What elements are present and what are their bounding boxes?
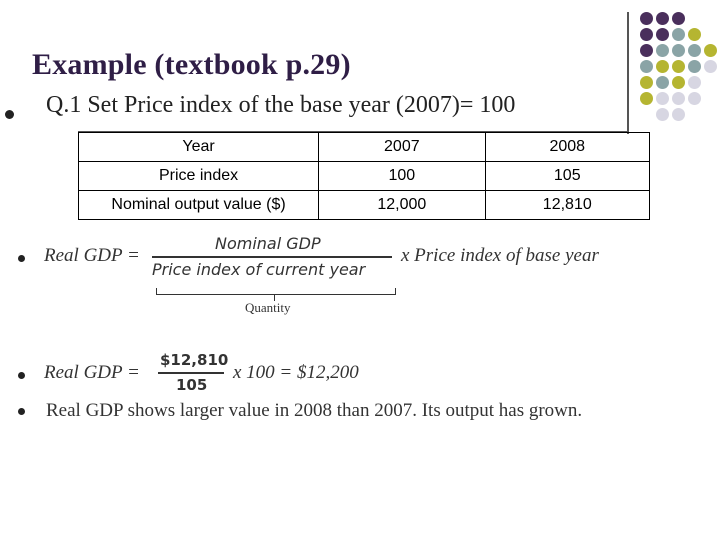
table-cell: 105 xyxy=(484,161,651,191)
bullet-icon xyxy=(18,255,25,262)
dot xyxy=(640,12,653,25)
dot xyxy=(640,76,653,89)
dot xyxy=(656,28,669,41)
brace-tick xyxy=(274,294,275,301)
dot xyxy=(672,12,685,25)
dot xyxy=(656,44,669,57)
dot xyxy=(672,28,685,41)
underbrace xyxy=(156,288,396,295)
fraction-bar xyxy=(158,372,224,374)
dot xyxy=(704,60,717,73)
dot xyxy=(656,76,669,89)
dot xyxy=(672,76,685,89)
dot xyxy=(640,44,653,57)
dot xyxy=(656,12,669,25)
calc-rhs: x 100 = $12,200 xyxy=(233,362,359,383)
data-table: Year 2007 2008 Price index 100 105 Nomin… xyxy=(77,132,651,220)
table-cell: Nominal output value ($) xyxy=(77,190,320,220)
dot xyxy=(688,44,701,57)
calc-numerator: $12,810 xyxy=(160,351,229,369)
dot xyxy=(672,60,685,73)
formula-denominator: Price index of current year xyxy=(152,260,366,279)
table-row: Nominal output value ($) 12,000 12,810 xyxy=(77,190,651,220)
formula-lhs: Real GDP = xyxy=(44,245,140,266)
dot xyxy=(672,108,685,121)
quantity-label: Quantity xyxy=(245,300,291,315)
dot xyxy=(656,108,669,121)
dot xyxy=(672,44,685,57)
table-cell: 2008 xyxy=(484,132,651,162)
calc-denominator: 105 xyxy=(176,376,208,394)
table-row: Year 2007 2008 xyxy=(77,132,651,162)
dot xyxy=(704,44,717,57)
dot xyxy=(672,92,685,105)
table-cell: 2007 xyxy=(318,132,486,162)
dot xyxy=(640,92,653,105)
horizontal-rule xyxy=(78,131,628,132)
dot xyxy=(688,76,701,89)
question-text: Q.1 Set Price index of the base year (20… xyxy=(46,92,516,118)
dot xyxy=(656,60,669,73)
formula-numerator: Nominal GDP xyxy=(215,234,321,253)
table-cell: 100 xyxy=(318,161,486,191)
table-cell: 12,000 xyxy=(318,190,486,220)
conclusion-text: Real GDP shows larger value in 2008 than… xyxy=(46,400,583,421)
dot xyxy=(640,28,653,41)
fraction-bar xyxy=(152,256,392,258)
table-cell: Price index xyxy=(77,161,320,191)
dot xyxy=(688,60,701,73)
table-cell: Year xyxy=(77,132,320,162)
dot xyxy=(640,60,653,73)
calc-lhs: Real GDP = xyxy=(44,362,140,383)
bullet-icon xyxy=(18,408,25,415)
dot xyxy=(688,28,701,41)
dot xyxy=(656,92,669,105)
bullet-icon xyxy=(5,110,14,119)
dot xyxy=(688,92,701,105)
vertical-rule xyxy=(627,12,629,134)
formula-rhs: x Price index of base year xyxy=(401,245,599,266)
slide-title: Example (textbook p.29) xyxy=(32,48,351,81)
table-cell: 12,810 xyxy=(484,190,651,220)
table-row: Price index 100 105 xyxy=(77,161,651,191)
bullet-icon xyxy=(18,372,25,379)
